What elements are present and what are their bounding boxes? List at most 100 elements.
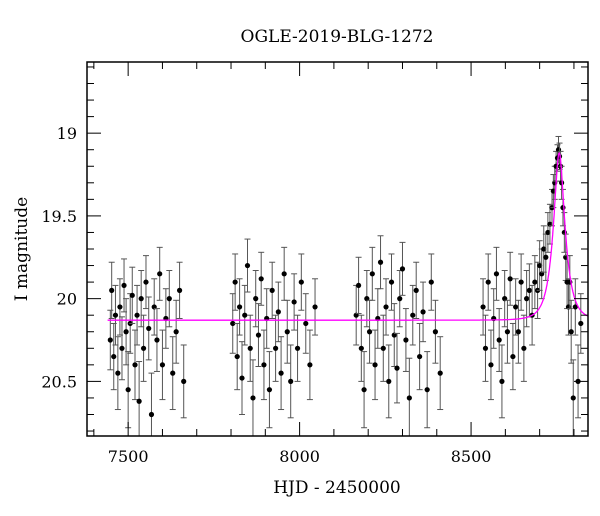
data-point [526, 263, 533, 318]
data-point [287, 344, 294, 419]
data-point [393, 332, 400, 404]
point-marker [143, 279, 149, 285]
data-point [284, 299, 291, 364]
data-point [298, 253, 305, 311]
y-tick-label: 20 [57, 290, 77, 309]
point-marker [428, 279, 434, 285]
point-marker [266, 387, 273, 393]
point-marker [524, 296, 530, 302]
data-point [249, 359, 256, 437]
data-point [416, 322, 423, 391]
point-marker [176, 287, 183, 293]
point-marker [159, 362, 166, 368]
point-marker [239, 375, 245, 381]
data-point [480, 278, 487, 336]
data-point [413, 261, 420, 320]
point-marker [358, 345, 364, 351]
point-marker [383, 304, 389, 310]
point-marker [493, 271, 500, 277]
point-marker [157, 271, 163, 277]
data-point [169, 336, 176, 411]
point-marker [480, 304, 486, 310]
point-marker [488, 362, 494, 368]
point-marker [117, 304, 123, 310]
point-marker [132, 362, 138, 368]
point-marker [437, 370, 443, 376]
data-point [142, 255, 149, 310]
point-marker [394, 365, 400, 371]
data-point [568, 299, 575, 364]
data-point [252, 270, 259, 328]
point-marker [568, 329, 574, 335]
point-marker [510, 353, 516, 360]
point-marker [115, 370, 121, 376]
data-point [396, 270, 403, 328]
point-marker [403, 337, 409, 343]
point-marker [154, 337, 160, 343]
x-tick-label: 8000 [279, 447, 320, 466]
point-marker [560, 205, 566, 211]
point-marker [518, 279, 524, 285]
y-tick-label: 20.5 [41, 372, 77, 391]
point-marker [129, 292, 135, 298]
point-marker [123, 329, 129, 335]
data-point [570, 359, 577, 437]
data-point [138, 270, 145, 328]
point-marker [521, 345, 527, 351]
y-tick-label: 19.5 [41, 207, 77, 226]
point-marker [410, 312, 416, 318]
data-point [121, 258, 128, 313]
x-tick-label: 7500 [108, 447, 149, 466]
point-marker [312, 304, 318, 310]
point-marker [406, 395, 412, 401]
point-marker [369, 271, 375, 277]
data-point [258, 251, 265, 306]
point-marker [134, 312, 140, 318]
data-point [531, 255, 538, 310]
data-point [572, 278, 579, 336]
point-marker [413, 287, 419, 293]
point-marker [366, 329, 373, 335]
data-point [173, 299, 180, 364]
data-point [278, 336, 285, 411]
data-point [372, 329, 379, 401]
data-point [565, 278, 572, 336]
data-point [291, 273, 298, 331]
point-marker [230, 320, 236, 327]
point-marker [399, 266, 406, 272]
data-point [406, 357, 413, 437]
point-marker [298, 279, 304, 285]
data-point [123, 298, 130, 366]
data-point [107, 309, 114, 371]
point-marker [377, 259, 384, 265]
data-point [493, 246, 500, 301]
data-point [312, 278, 319, 336]
data-point [263, 288, 270, 349]
data-point [244, 238, 251, 293]
data-point [385, 344, 392, 419]
point-marker [284, 329, 290, 335]
data-point [166, 270, 173, 328]
point-marker [107, 337, 113, 343]
data-point [156, 246, 163, 301]
x-axis-label: HJD - 2450000 [273, 478, 401, 498]
data-point [266, 351, 273, 429]
data-point [159, 329, 166, 401]
data-point [512, 278, 519, 336]
data-point [509, 322, 516, 391]
data-point [518, 253, 525, 311]
data-point [383, 278, 390, 336]
data-point [136, 361, 143, 437]
data-point [129, 266, 136, 324]
point-marker [247, 345, 253, 351]
data-point [399, 241, 406, 296]
point-marker [417, 353, 423, 360]
data-point [437, 336, 444, 411]
point-marker [578, 320, 584, 327]
point-marker [504, 329, 511, 335]
point-marker [386, 378, 392, 384]
point-marker [273, 345, 279, 351]
point-marker [499, 378, 505, 384]
